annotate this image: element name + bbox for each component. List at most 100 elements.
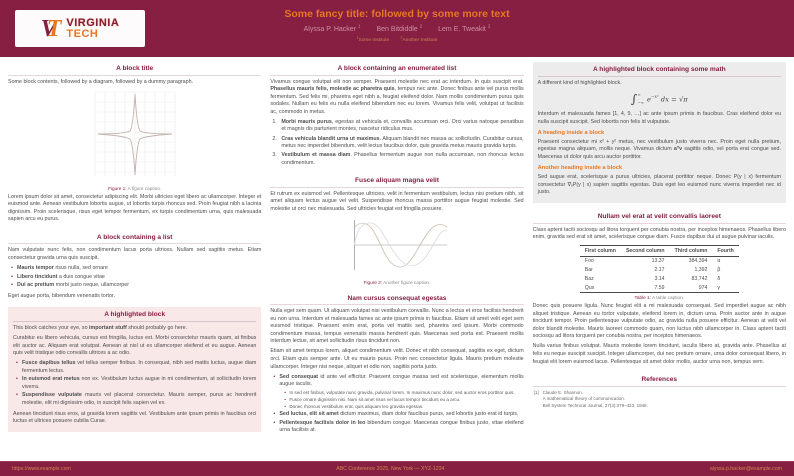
block-nam-cursus: Nam cursus consequat egestas Nulla eget … (270, 292, 524, 435)
bold-segment: Phasellus mauris felis, molestie ac phar… (270, 86, 395, 93)
list-item: Suspendisse vulputate mauris vel placera… (15, 392, 256, 407)
list-item: Sed luctus, elit sit amet dictum maximus… (272, 411, 523, 419)
figure-caption-text: Another figure caption. (383, 279, 431, 285)
math-equation: ∫ ∞ −∞ e−x² dx = √π (538, 92, 781, 105)
table-cell: 384,394 (688, 258, 708, 265)
list-item: In euismod erat metus non ex. Vestibulum… (15, 376, 256, 391)
author: Lem E. Tweakit 2 (438, 24, 491, 34)
paragraph: Some block contents, followed by a diagr… (8, 78, 194, 85)
paragraph: Praesent consectetur mi x² + y² metus, n… (538, 139, 781, 162)
integral-limits: ∞ −∞ (638, 92, 644, 105)
paragraph: Lorem ipsum dolor sit amet, consectetur … (8, 193, 262, 223)
table-row: Bar 2.17 1,392 β (580, 266, 739, 275)
table-cell: δ (717, 275, 721, 282)
poster-body: A block title Some block contents, follo… (0, 57, 794, 461)
list-item-text: id ante vel efficitur. Praesent congue m… (279, 373, 524, 388)
list-item-lead: Fusce dapibus tellus (22, 360, 76, 367)
table-caption-text: A table caption. (652, 294, 685, 300)
paragraph: Donec quis posuere ligula. Nunc feugiat … (532, 302, 786, 340)
author-affiliation-sup: 2 (419, 24, 423, 29)
list-item: 3. Vestibulum et massa diam. Phasellus fe… (272, 152, 523, 167)
institute: 1Some Institute (356, 35, 390, 44)
numbered-list: 1. Morbi mauris purus, egestas at vehicul… (272, 119, 523, 167)
bold-segment: aᵀv (673, 146, 683, 153)
list-item-lead: In euismod erat metus (22, 376, 80, 383)
list-item: Pellentesque facilisis dolor in leo bibe… (272, 420, 523, 435)
list-number: 1. (272, 118, 277, 125)
table-cell: Foo (584, 258, 594, 265)
list-item: Libero tincidunt a duis congue vitae (10, 274, 261, 282)
footer-website-link[interactable]: https://www.example.com (12, 466, 71, 472)
list-item: 1. Morbi mauris purus, egestas at vehicul… (272, 119, 523, 134)
table-caption: Table 1: A table caption. (533, 295, 786, 300)
author-affiliation-sup: 1 (357, 24, 361, 29)
paragraph: Eget augue porta, bibendum venenatis tor… (8, 292, 115, 299)
vt-monogram-icon: VT (41, 17, 62, 41)
list-item-text: vel tellus semper finibus. In consequat,… (22, 360, 257, 374)
block-subheading: Another heading inside a block (537, 165, 623, 172)
poster-footer: https://www.example.com ABC Conference 2… (0, 461, 794, 476)
block-heading: References (532, 373, 786, 387)
block-references: References [1] Claude E. Shannon. A math… (532, 373, 786, 410)
figure-caption: Figure 1: A figure caption. (8, 186, 261, 191)
list-item-text: . Aliquam blandit nec massa ac sollicitu… (281, 135, 524, 150)
logo-line-tech: TECH (66, 27, 99, 40)
table-cell: 3.14 (654, 275, 665, 282)
institute-sup: 1 (356, 35, 359, 40)
reference-author: Claude E. Shannon. (542, 389, 583, 395)
sine-plot-figure (353, 219, 448, 270)
figure-caption-text: A figure caption. (127, 186, 162, 192)
list-item-text: bibendum congue. Maecenas congue finibus… (279, 419, 524, 434)
text-segment: This block catches your eye, so (13, 324, 90, 331)
author-affiliation-sup: 2 (487, 24, 491, 29)
text-segment: , tempus nec ante. Donec finibus ante ve… (270, 86, 524, 115)
block-containing-a-list: A block containing a list Nam vulputate … (8, 231, 262, 300)
list-number: 3. (272, 152, 277, 159)
paragraph: Nulla varius finibus volutpat. Mauris mo… (532, 343, 786, 365)
table-cell: 83,742 (691, 275, 708, 282)
sub-list-item: In sed est finibus, vulputate nunc gravi… (283, 390, 523, 397)
bullet-list: Mauris tempor risus nulla, sed ornare Li… (10, 265, 261, 290)
bullet-list: Fusce dapibus tellus vel tellus semper f… (15, 360, 256, 407)
list-item: Fusce dapibus tellus vel tellus semper f… (15, 360, 256, 375)
list-item-lead: Sed consequat (279, 373, 319, 380)
column-3: A highlighted block containing some math… (532, 62, 786, 456)
footer-email-link[interactable]: alyssa.p.hacker@example.com (709, 466, 782, 472)
list-item-lead: Sed luctus, elit sit amet (279, 411, 339, 418)
author-name: Lem E. Tweakit (438, 26, 486, 34)
logo-line-virginia: VIRGINIA (66, 16, 120, 29)
block-a-block-title: A block title Some block contents, follo… (8, 62, 262, 224)
table-cell: γ (712, 283, 739, 293)
reference-journal: Bell System Technical Journal, 27(3):379… (542, 403, 648, 409)
figure-caption-label: Figure 1: (108, 186, 127, 192)
poster-header: VT VIRGINIA TECH Some fancy title: follo… (0, 0, 794, 57)
table-row: Foo 13.37 384,394 α (580, 256, 739, 265)
paragraph: A different kind of highlighted block. (537, 79, 622, 86)
table-header-cell: Third column (669, 244, 713, 257)
paragraph: Class aptent taciti sociosqu ad litora t… (532, 226, 786, 241)
virginia-tech-logo: VT VIRGINIA TECH (15, 10, 145, 47)
list-item-lead: Vestibulum et massa diam (281, 152, 351, 159)
math-body: e−x² dx = √π (647, 94, 688, 103)
list-item-lead: Suspendisse vulputate (22, 392, 82, 399)
list-item: 2. Cras vehicula blandit urna ut maximus.… (272, 136, 523, 151)
figure-2: Figure 2: Another figure caption. (270, 217, 523, 285)
list-item-lead: Libero tincidunt (17, 273, 58, 280)
list-item-lead: Morbi mauris purus (281, 118, 332, 125)
sub-list-item: Donec rhoncus vestibulum erat, quis aliq… (283, 404, 523, 411)
list-item-text: non ex. Vestibulum luctus augue in mi co… (22, 376, 257, 390)
table-cell: Qux (579, 283, 621, 293)
integral-sign: ∫ ∞ −∞ (631, 92, 644, 105)
block-heading: Nullam vel erat at velit convallis laore… (532, 210, 786, 224)
poster-title: Some fancy title: followed by some more … (284, 8, 510, 20)
block-heading: A block title (8, 62, 262, 76)
table-cell: α (717, 258, 721, 265)
block-heading: A highlighted block containing some math (537, 63, 781, 77)
math-exponent: −x² (651, 93, 659, 99)
table-header-cell: Fourth (712, 244, 739, 257)
block-enumerated-list: A block containing an enumerated list Vi… (270, 62, 524, 167)
list-item: Sed consequat id ante vel efficitur. Pra… (272, 373, 524, 411)
math-rhs: dx = √π (658, 95, 688, 104)
list-item: Dui ac pretium morbi justo neque, ullamc… (10, 282, 261, 290)
author: Ben Bitdiddle 2 (376, 24, 423, 33)
